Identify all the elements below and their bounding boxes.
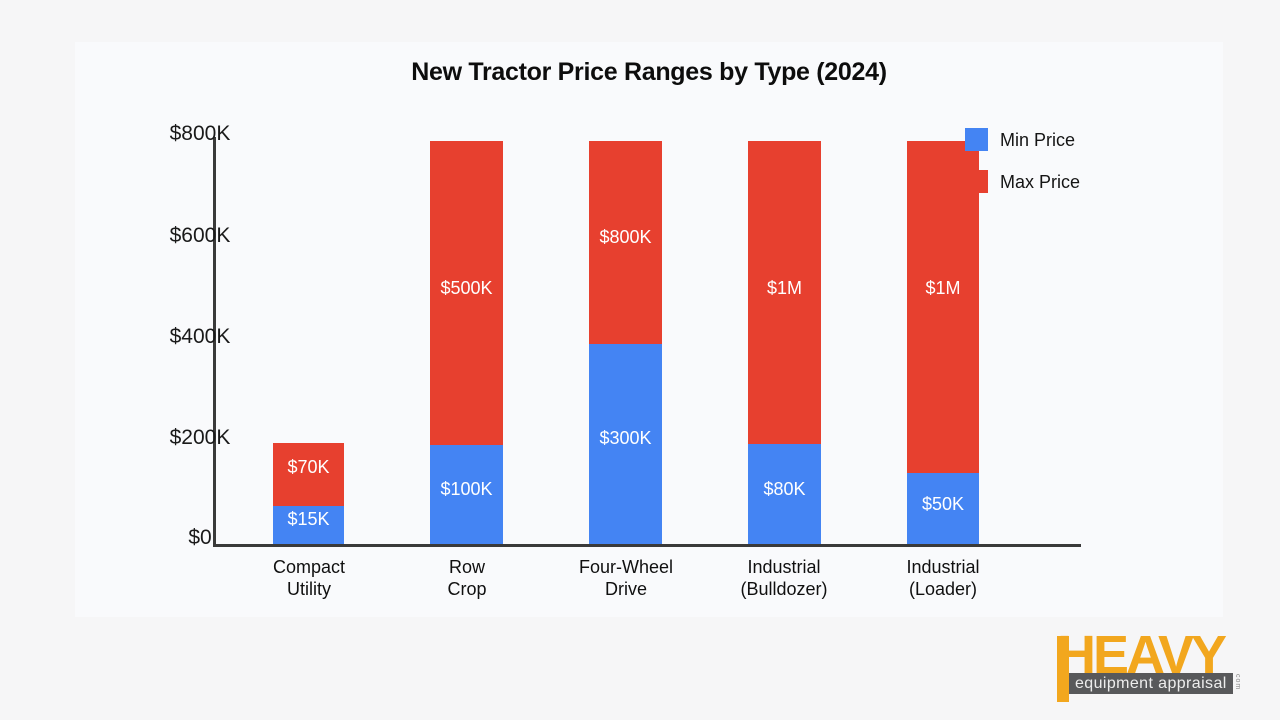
y-tick-label: $400K [169,325,231,348]
y-tick-label: $600K [169,224,231,247]
logo-h-stem [1057,636,1069,702]
legend-label-min-price: Min Price [1000,130,1076,150]
bar-value-label: $800K [599,227,652,247]
category-label: Compact Utility [217,556,401,600]
bar-segment-min-price [748,444,821,544]
bar-value-label: $1M [766,278,802,298]
x-axis-line [213,544,1081,547]
bar-value-label: $1M [925,278,961,298]
y-tick-label: $200K [169,426,231,449]
category-label: Industrial (Loader) [851,556,1035,600]
bar-value-label: $15K [287,509,330,529]
category-label-line: (Loader) [908,579,978,599]
bar-segment-max-price [273,443,344,506]
bar-value-label: $70K [287,457,330,477]
category-label: Industrial (Bulldozer) [692,556,876,600]
bar-segment-min-price [907,473,979,544]
bar-segment-max-price [748,141,821,444]
category-label-line: Row [448,557,485,577]
category-label: Row Crop [375,556,559,600]
legend-label-max-price: Max Price [1000,172,1081,192]
category-label-line: Crop [447,579,487,599]
chart-title: New Tractor Price Ranges by Type (2024) [411,58,887,86]
logo-subtitle: equipment appraisal [1069,673,1233,694]
bar-segment-min-price [589,344,662,544]
bar-value-label: $50K [921,494,965,514]
logo-tld: com [1234,674,1241,691]
category-label-line: (Bulldozer) [740,579,828,599]
legend-swatch-max-price [965,170,988,193]
y-axis-line [213,137,216,547]
bar-segment-max-price [589,141,662,344]
bar-value-label: $500K [440,278,493,298]
bar-value-label: $80K [763,479,806,499]
category-label-line: Industrial [747,557,821,577]
y-tick-label: $0 [188,526,212,549]
bar-value-label: $100K [440,479,493,499]
category-label-line: Compact [272,557,346,577]
legend-swatch-min-price [965,128,988,151]
bar-segment-min-price [273,506,344,544]
bar-value-label: $300K [599,428,652,448]
category-label-line: Industrial [906,557,980,577]
bar-segment-max-price [430,141,503,445]
category-label: Four-Wheel Drive [534,556,718,600]
category-label-line: Four-Wheel [578,557,674,577]
bar-segment-min-price [430,445,503,544]
y-tick-label: $800K [169,122,231,145]
bar-segment-max-price [907,141,979,473]
category-label-line: Utility [287,579,331,599]
category-label-line: Drive [604,579,647,599]
